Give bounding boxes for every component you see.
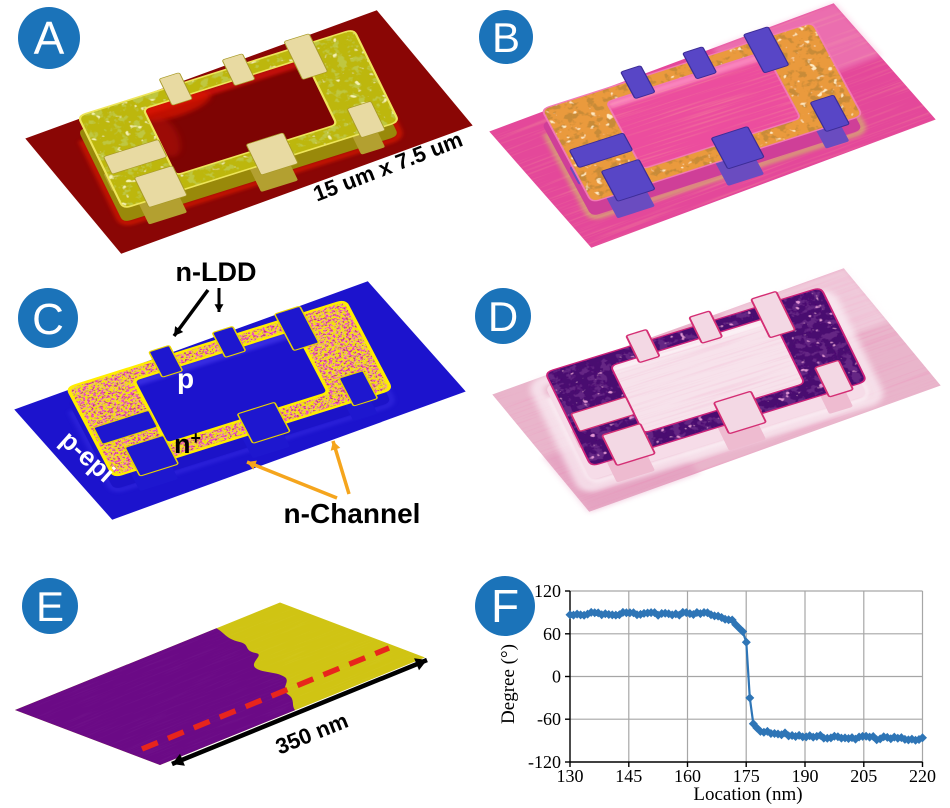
svg-text:-60: -60	[537, 709, 561, 729]
svg-text:220: 220	[909, 766, 936, 786]
svg-text:175: 175	[733, 766, 760, 786]
svg-text:130: 130	[557, 766, 584, 786]
svg-text:145: 145	[615, 766, 642, 786]
svg-text:E: E	[36, 583, 64, 630]
svg-text:B: B	[492, 14, 520, 61]
svg-text:120: 120	[534, 581, 561, 601]
svg-text:160: 160	[674, 766, 701, 786]
svg-text:190: 190	[792, 766, 819, 786]
svg-text:Location (nm): Location (nm)	[693, 784, 802, 805]
svg-text:205: 205	[850, 766, 877, 786]
svg-text:0: 0	[552, 667, 561, 687]
svg-text:60: 60	[543, 624, 561, 644]
svg-text:n-Channel: n-Channel	[284, 498, 421, 529]
svg-text:A: A	[34, 12, 65, 64]
svg-text:Degree (°): Degree (°)	[498, 644, 519, 724]
svg-text:C: C	[32, 295, 64, 344]
svg-text:n-LDD: n-LDD	[176, 257, 257, 287]
svg-text:F: F	[491, 580, 519, 632]
svg-text:-120: -120	[528, 752, 561, 772]
svg-text:p: p	[177, 363, 194, 394]
svg-text:D: D	[488, 293, 518, 340]
